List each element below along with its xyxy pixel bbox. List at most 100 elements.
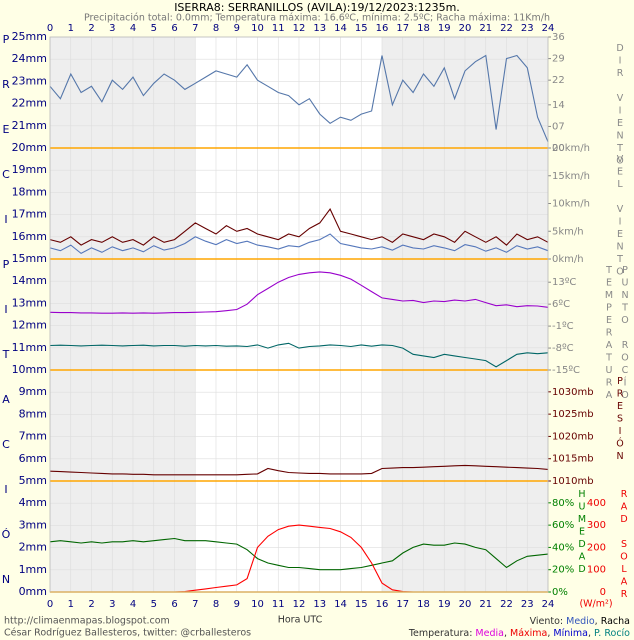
y-tick-label: 0mm <box>19 585 47 598</box>
y-tick-label: 11mm <box>12 341 47 354</box>
legend-entry: P. Rocío <box>594 628 630 639</box>
y-tick-label: 2mm <box>19 541 47 554</box>
y-tick-label: 5mm <box>19 474 47 487</box>
y2-tick-label: 14 <box>552 100 565 111</box>
y-axis-title: VEL VIENTO <box>615 154 626 279</box>
y-tick-label: 3mm <box>19 518 47 531</box>
x-tick-label: 10 <box>251 599 264 610</box>
x-tick-label: 8 <box>213 599 219 610</box>
y-tick-label: 6mm <box>19 452 47 465</box>
x-tick-label: 15 <box>355 599 368 610</box>
y2-tick-label: 100 <box>587 565 606 576</box>
x-tick-label: 11 <box>272 599 285 610</box>
credit: César Rodríguez Ballesteros, twitter: @c… <box>4 628 251 639</box>
y2-tick-label: -1ºC <box>552 321 574 332</box>
x-tick-label: 17 <box>396 599 409 610</box>
y2-tick-label: 0 <box>600 587 606 598</box>
x-tick-label: 9 <box>234 599 240 610</box>
x-tick-label: 1 <box>68 23 74 34</box>
y-tick-label: 13mm <box>12 296 47 309</box>
y-tick-label: 18mm <box>12 185 47 198</box>
x-tick-label: 0 <box>47 599 53 610</box>
x-tick-label: 20 <box>459 599 472 610</box>
y2-tick-label: 1020mb <box>552 431 594 442</box>
y2-tick-label: 6ºC <box>552 299 570 310</box>
y2-tick-label: 20km/h <box>552 143 590 154</box>
y2-tick-label: 07 <box>552 121 565 132</box>
y-tick-label: 14mm <box>12 274 47 287</box>
x-tick-label: 12 <box>293 23 306 34</box>
x-tick-label: 23 <box>521 599 534 610</box>
legend-label: Viento: <box>530 616 567 627</box>
y2-tick-label: 60% <box>552 520 574 531</box>
y2-tick-label: 1030mb <box>552 387 594 398</box>
y-tick-label: 8mm <box>19 407 47 420</box>
y2-tick-label: -8ºC <box>552 343 574 354</box>
y2-tick-label: 29 <box>552 54 565 65</box>
y2-tick-label: 36 <box>552 32 565 43</box>
legend-entry: Medio <box>566 616 595 627</box>
series-line <box>49 208 549 246</box>
y-axis-title: HUMEDAD <box>577 489 588 577</box>
x-tick-label: 24 <box>542 23 555 34</box>
y2-tick-label: 00 <box>552 143 565 154</box>
plot-frame <box>49 36 549 593</box>
y2-tick-label: 13ºC <box>552 277 576 288</box>
x-tick-label: 8 <box>213 23 219 34</box>
y2-tick-label: 1015mb <box>552 454 594 465</box>
y-axis-title: TEMPERATURA <box>604 265 615 403</box>
y-tick-label: 15mm <box>12 252 47 265</box>
y-tick-label: 22mm <box>12 97 47 110</box>
y-tick-label: 21mm <box>12 119 47 132</box>
y2-tick-label: 20% <box>552 565 574 576</box>
y-tick-label: 23mm <box>12 74 47 87</box>
y-axis-title: RAD SOLAR <box>619 489 630 602</box>
y-tick-label: 12mm <box>12 319 47 332</box>
x-tick-label: 16 <box>376 599 389 610</box>
x-tick-label: 2 <box>88 599 94 610</box>
x-tick-label: 19 <box>438 23 451 34</box>
source-url: http://climaenmapas.blogspot.com <box>4 616 170 627</box>
y2-tick-label: 0% <box>552 587 568 598</box>
legend-separator: , <box>595 616 601 627</box>
y2-unit: (W/m²) <box>579 599 612 610</box>
x-tick-label: 7 <box>192 23 198 34</box>
legend: Viento: Medio, Racha <box>530 616 630 627</box>
series-line <box>49 54 549 143</box>
x-tick-label: 17 <box>396 23 409 34</box>
y-tick-label: 16mm <box>12 230 47 243</box>
x-tick-label: 24 <box>542 599 555 610</box>
legend-entry: Media <box>475 628 504 639</box>
x-tick-label: 21 <box>479 23 492 34</box>
y-tick-label: 17mm <box>12 208 47 221</box>
legend-separator: , <box>588 628 594 639</box>
x-tick-label: 21 <box>479 599 492 610</box>
x-tick-label: 1 <box>68 599 74 610</box>
y-axis-title: PUNTO ROCÍO <box>620 265 631 403</box>
x-tick-label: 18 <box>417 599 430 610</box>
chart-title: ISERRA8: SERRANILLOS (AVILA):19/12/2023:… <box>174 1 460 14</box>
series-line <box>49 537 549 571</box>
x-tick-label: 0 <box>47 23 53 34</box>
x-tick-label: 6 <box>171 23 177 34</box>
legend-separator: , <box>504 628 510 639</box>
x-tick-label: 15 <box>355 23 368 34</box>
x-tick-label: 6 <box>171 599 177 610</box>
legend-entry: Racha <box>601 616 630 627</box>
y2-tick-label: 22 <box>552 75 565 86</box>
legend-separator: , <box>547 628 553 639</box>
x-tick-label: 20 <box>459 23 472 34</box>
y-tick-label: 19mm <box>12 163 47 176</box>
series-line <box>49 342 549 368</box>
y2-tick-label: 300 <box>587 520 606 531</box>
x-tick-label: 13 <box>313 23 326 34</box>
x-tick-label: 23 <box>521 23 534 34</box>
x-tick-label: 19 <box>438 599 451 610</box>
chart-subtitle: Precipitación total: 0.0mm; Temperatura … <box>84 13 550 24</box>
x-tick-label: 10 <box>251 23 264 34</box>
y2-tick-label: 200 <box>587 542 606 553</box>
y-tick-label: 1mm <box>19 563 47 576</box>
x-tick-label: 3 <box>109 599 115 610</box>
y-axis-title: PRECIPITACIÓN <box>0 33 13 618</box>
